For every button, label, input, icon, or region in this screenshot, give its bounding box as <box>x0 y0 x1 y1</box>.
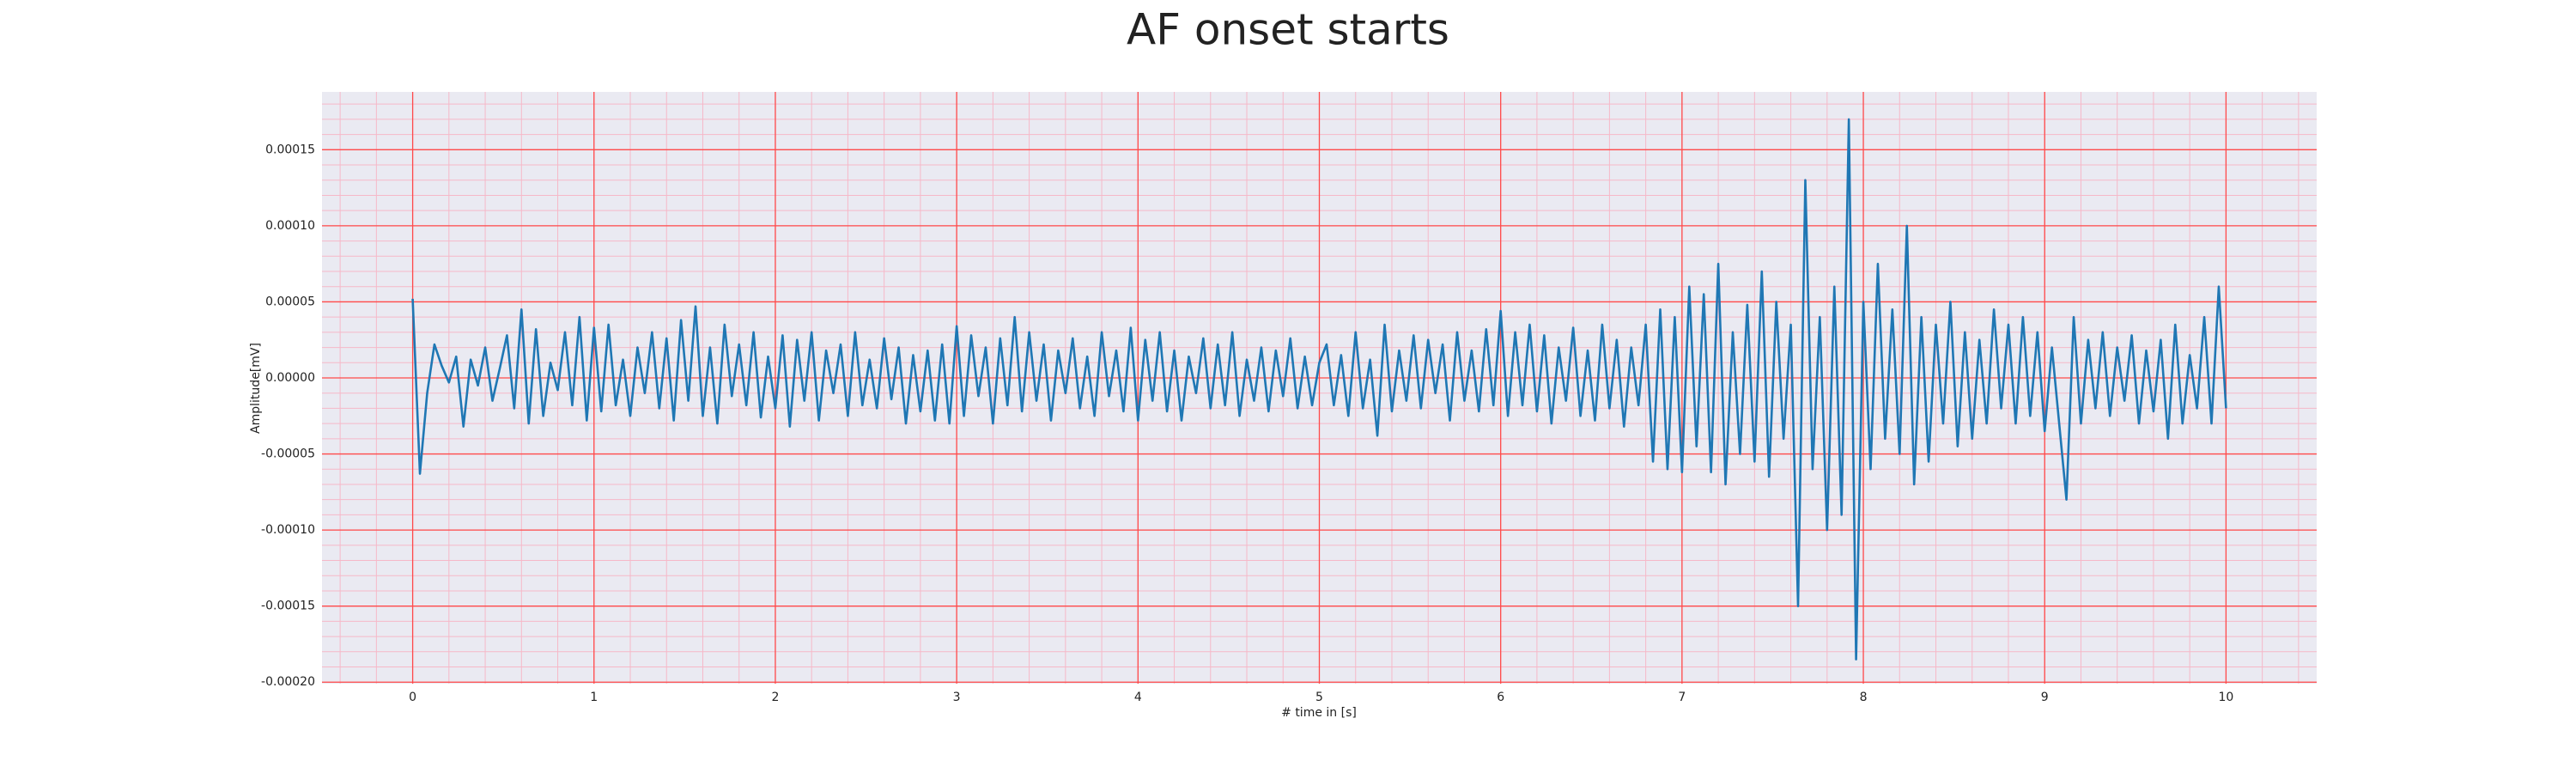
x-tick-label: 7 <box>1678 691 1686 704</box>
x-tick-label: 2 <box>771 691 779 704</box>
x-tick-label: 3 <box>953 691 961 704</box>
x-tick-label: 6 <box>1497 691 1504 704</box>
y-tick-label: 0.00010 <box>265 219 315 233</box>
y-tick-label: 0.00000 <box>265 371 315 385</box>
y-tick-label: 0.00005 <box>265 295 315 308</box>
y-tick-label: -0.00010 <box>261 523 315 537</box>
signal-line <box>411 118 2227 660</box>
y-tick-label: -0.00015 <box>261 600 315 613</box>
y-tick-label: -0.00005 <box>261 447 315 461</box>
x-tick-label: 8 <box>1860 691 1868 704</box>
chart-title: AF onset starts <box>1127 5 1449 55</box>
x-tick-label: 5 <box>1315 691 1323 704</box>
x-tick-label: 4 <box>1134 691 1142 704</box>
x-axis-label: # time in [s] <box>1281 706 1357 720</box>
y-tick-label: -0.00020 <box>261 675 315 689</box>
y-axis-label: Amplitude[mV] <box>249 343 263 434</box>
y-tick-label: 0.00015 <box>265 143 315 156</box>
plot-area <box>322 92 2317 684</box>
x-tick-label: 1 <box>590 691 598 704</box>
x-tick-label: 0 <box>409 691 416 704</box>
x-tick-label: 9 <box>2041 691 2049 704</box>
x-tick-label: 10 <box>2218 691 2233 704</box>
